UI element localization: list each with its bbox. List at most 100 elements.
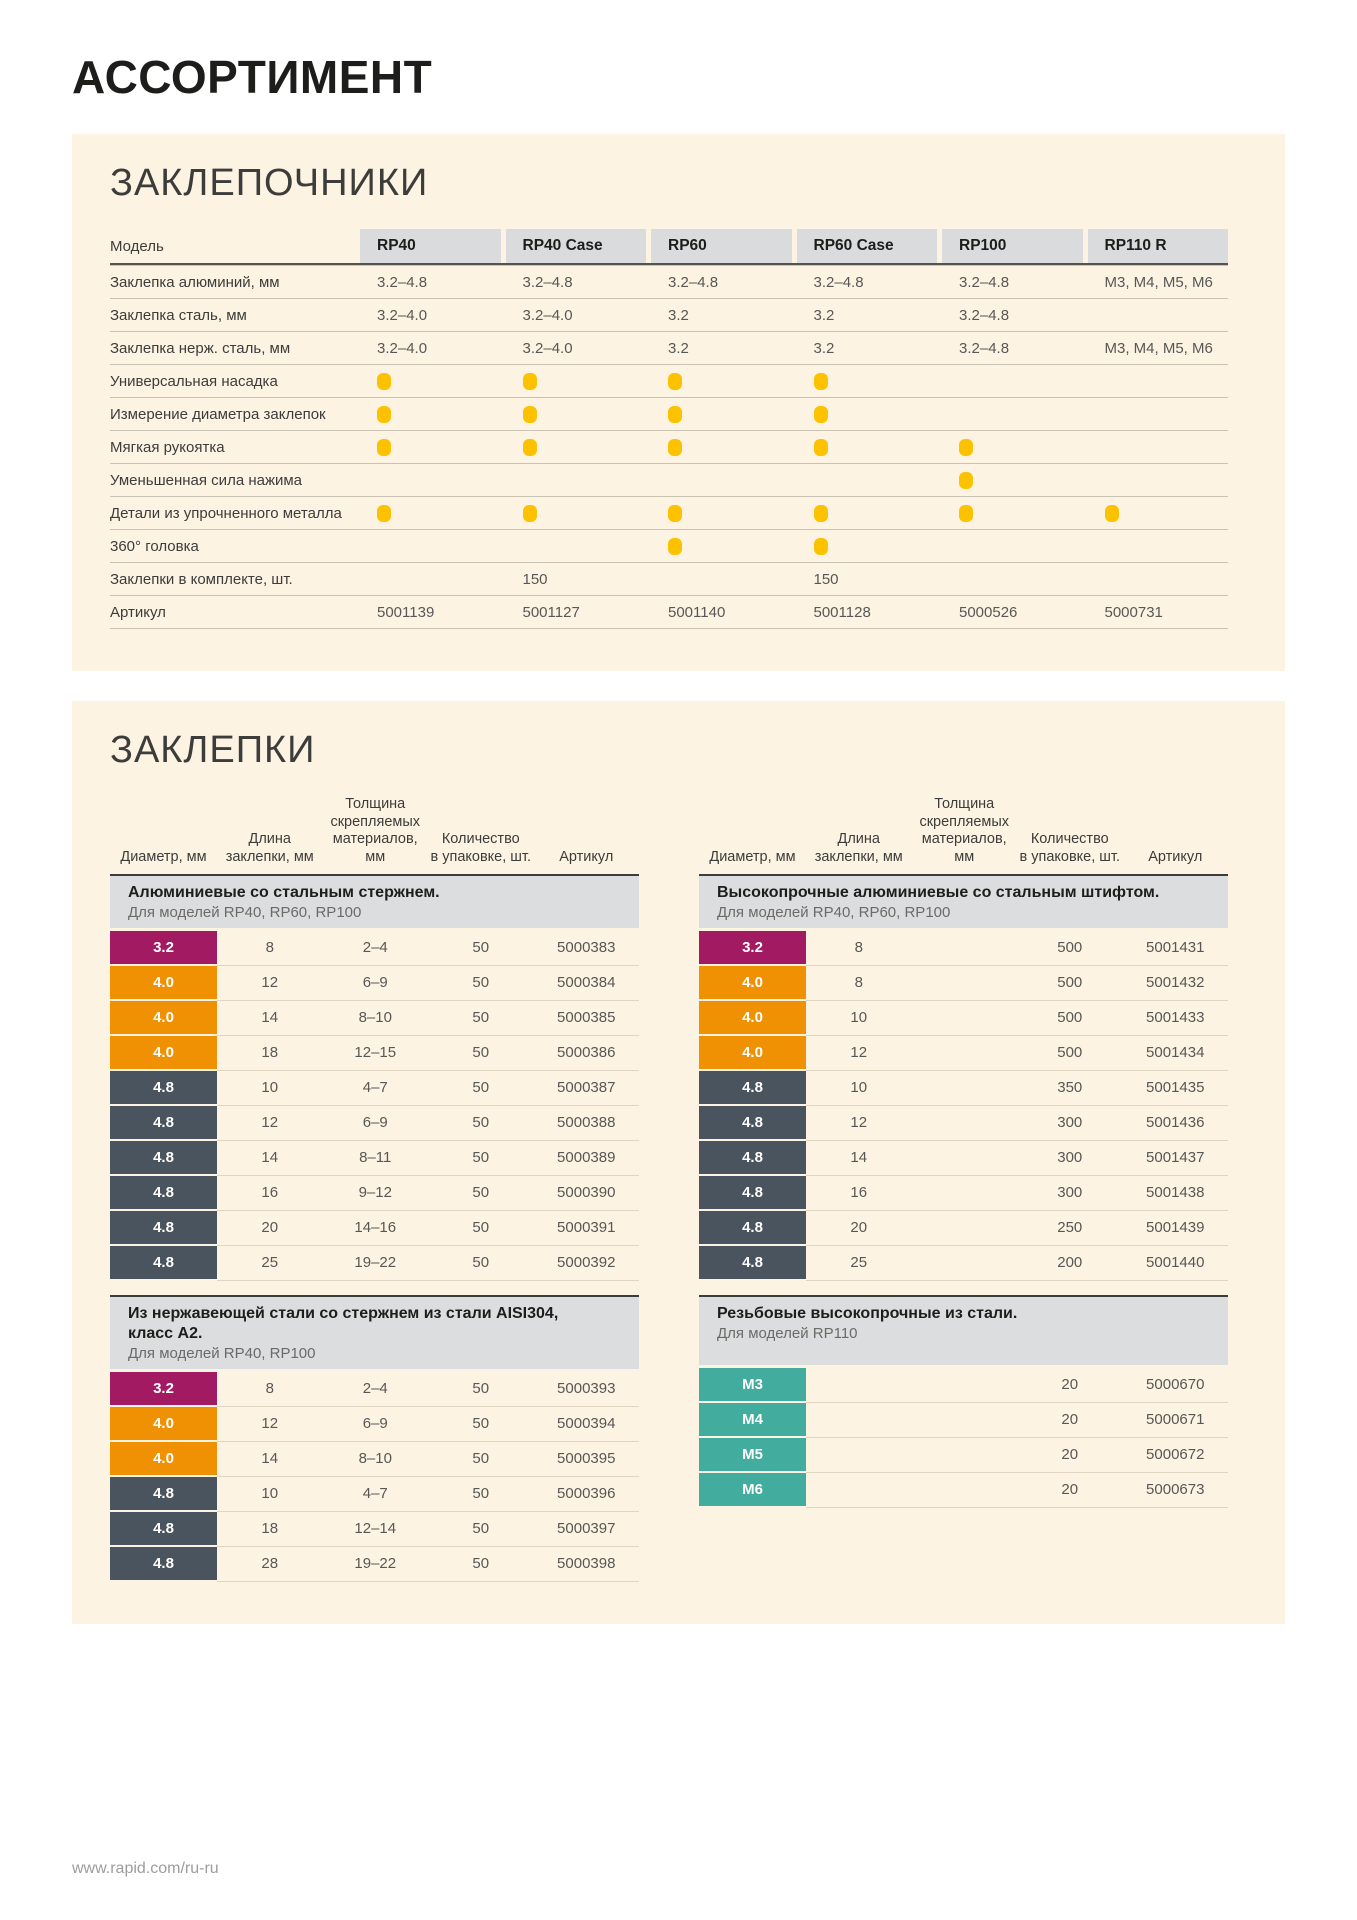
cell-value: 20 [1017, 1473, 1123, 1508]
cell-value [806, 1473, 912, 1508]
rivets-subtable: Резьбовые высокопрочные из стали. Для мод… [699, 1294, 1228, 1582]
row-label: 360° головка [110, 537, 199, 555]
cell-value: 20 [1017, 1438, 1123, 1473]
cell-value: M3, M4, M5, M6 [1104, 339, 1213, 357]
cell-value: 2–4 [322, 1372, 428, 1407]
cell-value: 500 [1017, 1001, 1123, 1036]
cell-value: 5001128 [813, 603, 871, 621]
cell-value: 50 [428, 1211, 534, 1246]
cell-value: 5000731 [1104, 603, 1163, 621]
table-row: Заклепки в комплекте, шт. 150 150 [110, 562, 1228, 595]
cell-value: 5001439 [1122, 1211, 1228, 1246]
rivets-section-title: ЗАКЛЕПКИ [110, 729, 316, 771]
diameter-cell: 4.0 [699, 1000, 806, 1036]
cell-value: 50 [428, 931, 534, 966]
cell-value: 14 [217, 1001, 323, 1036]
table-row: Заклепка алюминий, мм 3.2–4.8 3.2–4.8 3.2–4… [110, 265, 1228, 298]
table-row: Универсальная насадка [110, 364, 1228, 397]
cell-value: 12 [806, 1106, 912, 1141]
cell-value: 3.2 [668, 339, 689, 357]
cell-value: 50 [428, 1407, 534, 1442]
cell-value: 3.2–4.8 [959, 339, 1010, 357]
cell-value [911, 1473, 1017, 1508]
table-row: 4.0 14 8–10 50 5000385 [110, 1000, 639, 1036]
cell-value: 500 [1017, 966, 1123, 1001]
cell-value: 3.2–4.8 [813, 273, 864, 291]
table-row: 4.8 14 300 5001437 [699, 1140, 1228, 1176]
cell-value: 3.2–4.8 [959, 273, 1010, 291]
subtable-title-band: Алюминиевые со стальным стержнем. Для мод… [110, 873, 639, 928]
subtable-title: Высокопрочные алюминиевые со стальным шт… [717, 883, 1160, 901]
cell-value: 12 [217, 1106, 323, 1141]
diameter-cell: 4.8 [110, 1546, 217, 1582]
cell-value: 5001431 [1122, 931, 1228, 966]
feature-cell [360, 372, 501, 390]
row-label: Заклепка алюминий, мм [110, 273, 280, 291]
cell-value: 5000384 [533, 966, 639, 1001]
cell-value: 2–4 [322, 931, 428, 966]
cell-value: 50 [428, 1477, 534, 1512]
table-row: Измерение диаметра заклепок [110, 397, 1228, 430]
cell-value: 5001434 [1122, 1036, 1228, 1071]
cell-value: 5000394 [533, 1407, 639, 1442]
table-row: 4.8 25 200 5001440 [699, 1245, 1228, 1281]
cell-value: 8–10 [322, 1001, 428, 1036]
diameter-cell: 4.0 [699, 1035, 806, 1071]
cell-value [911, 1001, 1017, 1036]
column-header: Диаметр, мм [120, 849, 207, 866]
diameter-cell: 4.8 [699, 1210, 806, 1246]
cell-value: 5000396 [533, 1477, 639, 1512]
table-row: 4.8 10 4–7 50 5000387 [110, 1070, 639, 1106]
cell-value: 12 [217, 1407, 323, 1442]
table-row: 4.0 18 12–15 50 5000386 [110, 1035, 639, 1071]
cell-value: 3.2–4.0 [377, 339, 428, 357]
feature-cell [651, 405, 792, 423]
subtable-models-note: Для моделей RP110 [717, 1324, 858, 1342]
subtable-models-note: Для моделей RP40, RP100 [128, 1344, 316, 1362]
cell-value: 16 [217, 1176, 323, 1211]
cell-value [911, 966, 1017, 1001]
feature-cell [651, 438, 792, 456]
cell-value: 5000392 [533, 1246, 639, 1281]
cell-value: 5000383 [533, 931, 639, 966]
cell-value: 8 [806, 931, 912, 966]
cell-value: 25 [217, 1246, 323, 1281]
cell-value: 10 [806, 1001, 912, 1036]
feature-dot [959, 504, 973, 522]
table-row: 4.8 10 4–7 50 5000396 [110, 1476, 639, 1512]
cell-value: 9–12 [322, 1176, 428, 1211]
table-row: M4 20 5000671 [699, 1402, 1228, 1438]
cell-value: 5000385 [533, 1001, 639, 1036]
feature-cell [797, 405, 938, 423]
cell-value [911, 1071, 1017, 1106]
cell-value: 3.2 [813, 306, 835, 324]
feature-dot [813, 405, 828, 423]
cell-value: 12–14 [322, 1512, 428, 1547]
feature-dot [813, 372, 828, 390]
cell-value: 5000388 [533, 1106, 639, 1141]
cell-value: 25 [806, 1246, 912, 1281]
cell-value: 50 [428, 1372, 534, 1407]
model-column-header: RP40 [360, 229, 501, 263]
cell-value: 5000526 [959, 603, 1018, 621]
table-row: M6 20 5000673 [699, 1472, 1228, 1508]
column-header: Артикул [1148, 849, 1203, 866]
cell-value: 50 [428, 1246, 534, 1281]
cell-value: M3, M4, M5, M6 [1104, 273, 1213, 291]
rivets-tables: Диаметр, мм Длина заклепки, мм Толщина скр… [110, 796, 1228, 1582]
diameter-cell: M3 [699, 1367, 806, 1403]
cell-value: 5001432 [1122, 966, 1228, 1001]
cell-value [911, 1176, 1017, 1211]
riveters-table: Модель RP40 RP40 Case RP60 RP60 Case RP100 RP1… [110, 229, 1228, 629]
row-label: Заклепка сталь, мм [110, 306, 247, 324]
feature-dot [668, 405, 682, 423]
cell-value: 3.2–4.0 [522, 339, 573, 357]
feature-dot [959, 438, 973, 456]
table-row: 4.0 14 8–10 50 5000395 [110, 1441, 639, 1477]
cell-value: 3.2–4.8 [959, 306, 1010, 324]
cell-value: 500 [1017, 1036, 1123, 1071]
table-row: 4.0 8 500 5001432 [699, 965, 1228, 1001]
table-row: 4.0 12 500 5001434 [699, 1035, 1228, 1071]
cell-value: 19–22 [322, 1547, 428, 1582]
cell-value: 50 [428, 1141, 534, 1176]
